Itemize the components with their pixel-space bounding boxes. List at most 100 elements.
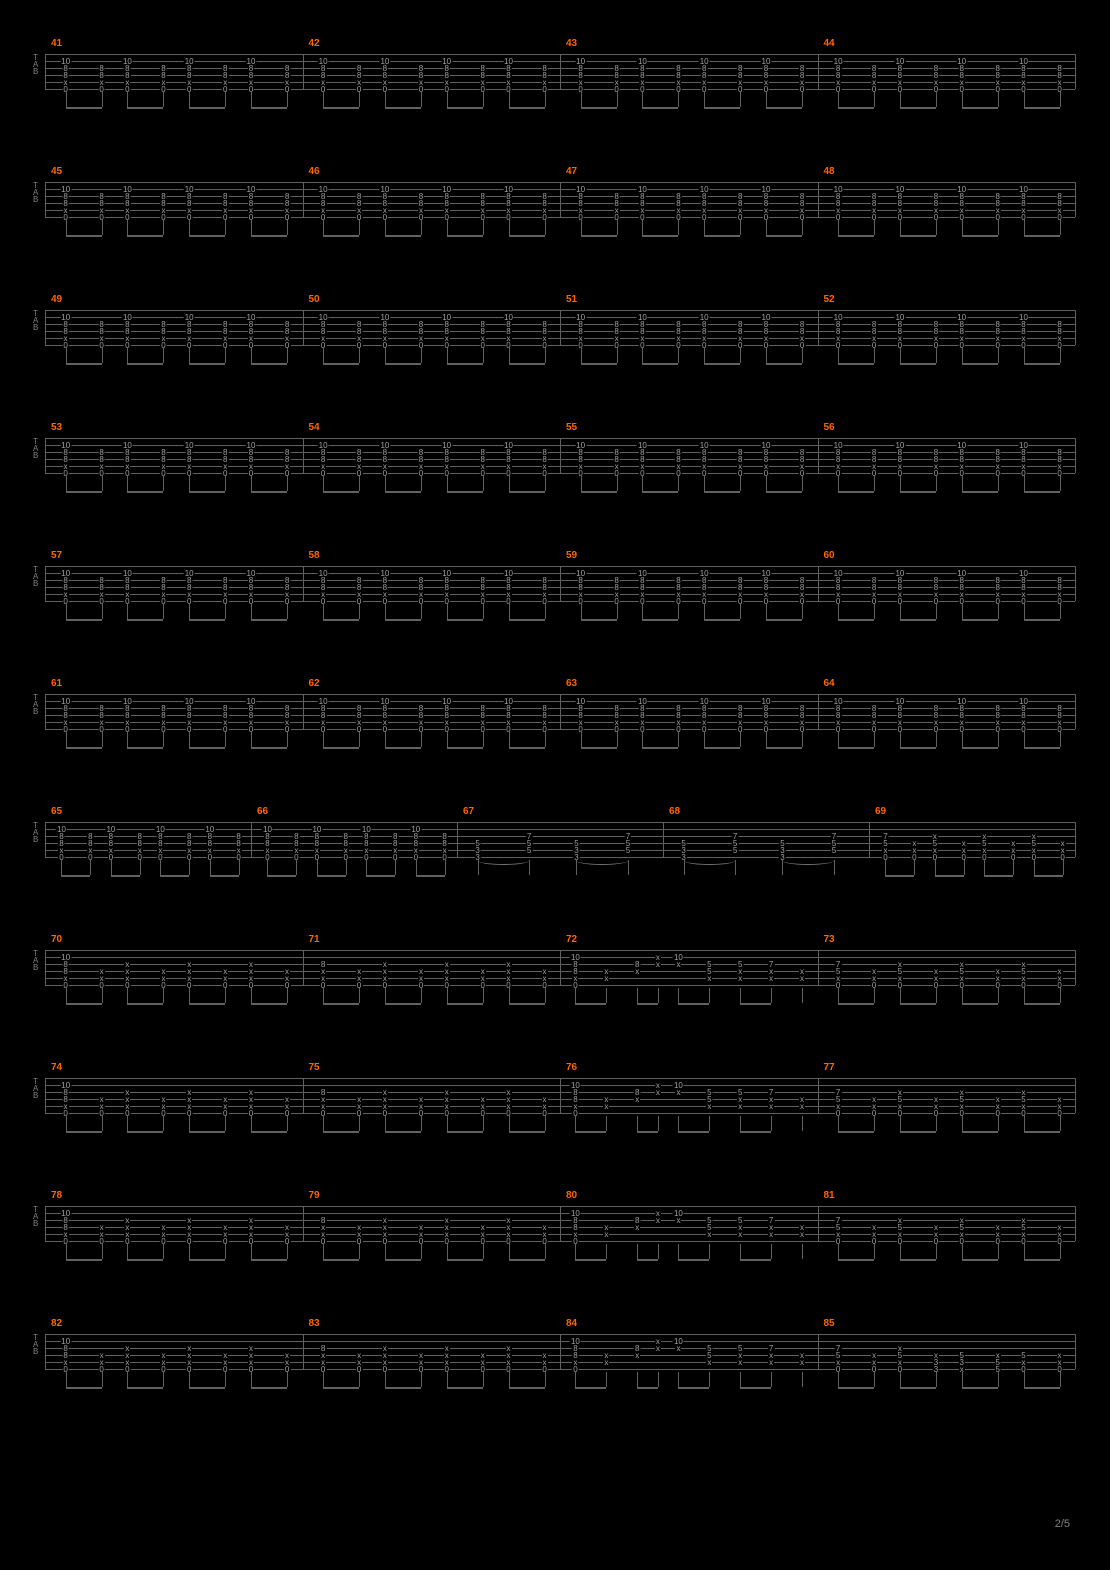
stem: [447, 1372, 448, 1387]
beam: [509, 363, 545, 365]
barline: [560, 1206, 561, 1241]
measure-number: 61: [51, 678, 62, 689]
stem: [189, 988, 190, 1003]
measure-number: 83: [309, 1318, 320, 1329]
stem: [1024, 1116, 1025, 1131]
beam: [189, 491, 225, 493]
stem: [709, 1116, 710, 1131]
stem: [545, 1372, 546, 1387]
beam: [66, 1003, 102, 1005]
stem: [637, 1372, 638, 1387]
beam: [900, 1131, 936, 1133]
stem: [802, 1372, 803, 1387]
stem: [834, 860, 835, 875]
stem: [189, 1116, 190, 1131]
stem: [771, 1116, 772, 1131]
barline: [1075, 1206, 1076, 1241]
beam: [1024, 107, 1060, 109]
stem: [102, 988, 103, 1003]
beam: [962, 491, 998, 493]
measure-number: 81: [824, 1190, 835, 1201]
stem: [127, 1372, 128, 1387]
beam: [111, 875, 140, 877]
beam: [581, 107, 617, 109]
stem: [545, 604, 546, 619]
stem: [483, 92, 484, 107]
stem: [189, 860, 190, 875]
stem: [66, 1372, 67, 1387]
beam: [416, 875, 445, 877]
tab-clef: TAB: [33, 694, 38, 715]
stem: [771, 1244, 772, 1259]
stem: [984, 860, 985, 875]
beam: [766, 747, 802, 749]
beam: [509, 235, 545, 237]
stem: [102, 732, 103, 747]
stem: [575, 1372, 576, 1387]
beam: [1024, 1131, 1060, 1133]
stem: [447, 732, 448, 747]
stem: [900, 1244, 901, 1259]
stem: [740, 604, 741, 619]
beam: [509, 107, 545, 109]
stem: [545, 1244, 546, 1259]
beam: [575, 1259, 606, 1261]
beam: [189, 1131, 225, 1133]
stem: [225, 604, 226, 619]
stem: [1060, 732, 1061, 747]
stem: [740, 1372, 741, 1387]
stem: [251, 732, 252, 747]
tab-clef: TAB: [33, 822, 38, 843]
beam: [885, 875, 914, 877]
stem: [1060, 1372, 1061, 1387]
beam: [127, 747, 163, 749]
stem: [478, 860, 479, 875]
stem: [1024, 348, 1025, 363]
fret-number: x: [706, 1230, 712, 1239]
stem: [838, 92, 839, 107]
stem: [704, 348, 705, 363]
barline: [869, 822, 870, 857]
beam: [642, 235, 678, 237]
measure-number: 57: [51, 550, 62, 561]
beam: [189, 747, 225, 749]
measure-number: 74: [51, 1062, 62, 1073]
stem: [740, 1244, 741, 1259]
measure-number: 50: [309, 294, 320, 305]
beam: [900, 491, 936, 493]
beam: [678, 1003, 709, 1005]
fret-number: x: [768, 974, 774, 983]
stem: [287, 220, 288, 235]
beam: [900, 363, 936, 365]
beam: [678, 1131, 709, 1133]
fret-number: x: [768, 1358, 774, 1367]
stem: [127, 988, 128, 1003]
staff-row: TAB781088x0xx0xxx0xx0xxx0xx0xxx0xx0798xx…: [35, 1192, 1075, 1262]
beam: [900, 1259, 936, 1261]
stem: [359, 1116, 360, 1131]
stem: [66, 476, 67, 491]
stem: [874, 348, 875, 363]
beam: [581, 235, 617, 237]
barline: [560, 566, 561, 601]
stem: [962, 604, 963, 619]
stem: [838, 1244, 839, 1259]
beam: [838, 235, 874, 237]
stem: [998, 604, 999, 619]
fret-number: x: [675, 960, 681, 969]
measure-number: 64: [824, 678, 835, 689]
beam: [189, 1259, 225, 1261]
stem: [936, 348, 937, 363]
stem: [509, 476, 510, 491]
stem: [385, 476, 386, 491]
staff-row: TAB531088x088x01088x088x01088x088x01088x…: [35, 424, 1075, 494]
measure-number: 52: [824, 294, 835, 305]
stem: [885, 860, 886, 875]
stem: [998, 220, 999, 235]
stem: [642, 604, 643, 619]
measure-number: 60: [824, 550, 835, 561]
barline: [45, 950, 46, 985]
beam: [447, 1387, 483, 1389]
fret-number: x: [706, 1102, 712, 1111]
string-line: [45, 985, 1075, 986]
